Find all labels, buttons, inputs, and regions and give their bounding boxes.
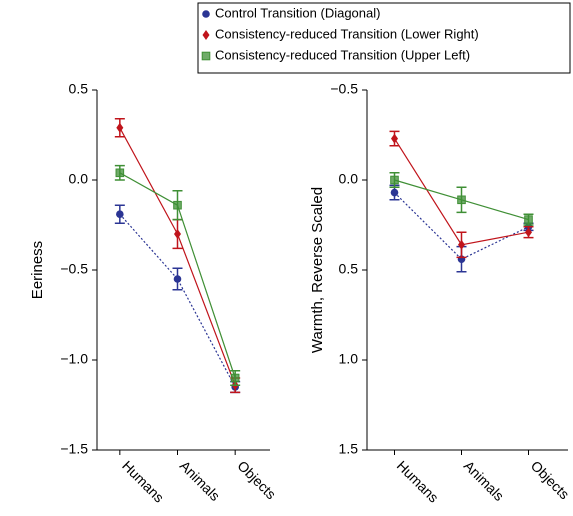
x-tick-label: Humans: [394, 457, 442, 505]
marker: [391, 133, 398, 144]
marker: [116, 122, 124, 133]
y-tick-label: 0.5: [69, 81, 89, 97]
series-line: [394, 192, 529, 260]
x-tick-label: Objects: [528, 457, 573, 502]
marker: [457, 195, 466, 205]
legend-box: [197, 2, 571, 74]
marker: [116, 210, 124, 218]
x-tick-label: Animals: [461, 457, 508, 504]
x-tick-label: Animals: [177, 457, 224, 504]
marker: [173, 200, 182, 210]
y-tick-label: −0.5: [60, 261, 88, 277]
legend-label: Control Transition (Diagonal): [215, 5, 380, 20]
marker: [173, 275, 182, 283]
y-tick-label: 0.0: [69, 171, 89, 187]
marker: [390, 175, 399, 185]
marker: [524, 215, 533, 224]
marker: [390, 188, 399, 197]
legend-label: Consistency-reduced Transition (Upper Le…: [215, 47, 470, 62]
marker: [201, 51, 211, 61]
marker: [202, 10, 210, 18]
series-line: [119, 127, 236, 386]
marker: [115, 168, 125, 178]
y-axis-label: Eeriness: [29, 241, 46, 299]
y-tick-label: 1.5: [339, 441, 359, 457]
marker: [458, 239, 465, 250]
marker: [525, 227, 532, 238]
y-axis-label: Warmth, Reverse Scaled: [309, 187, 326, 353]
y-tick-label: −1.0: [60, 351, 88, 367]
series-line: [119, 213, 236, 388]
legend-label: Consistency-reduced Transition (Lower Ri…: [215, 26, 479, 41]
y-tick-label: 0.0: [339, 171, 359, 187]
y-tick-label: 0.5: [339, 261, 359, 277]
marker: [230, 373, 240, 383]
marker: [174, 229, 181, 239]
y-tick-label: 1.0: [339, 351, 359, 367]
y-tick-label: −0.5: [330, 81, 358, 97]
x-tick-label: Objects: [234, 457, 279, 502]
x-tick-label: Humans: [119, 457, 167, 505]
y-tick-label: −1.5: [60, 441, 88, 457]
marker: [202, 30, 210, 40]
